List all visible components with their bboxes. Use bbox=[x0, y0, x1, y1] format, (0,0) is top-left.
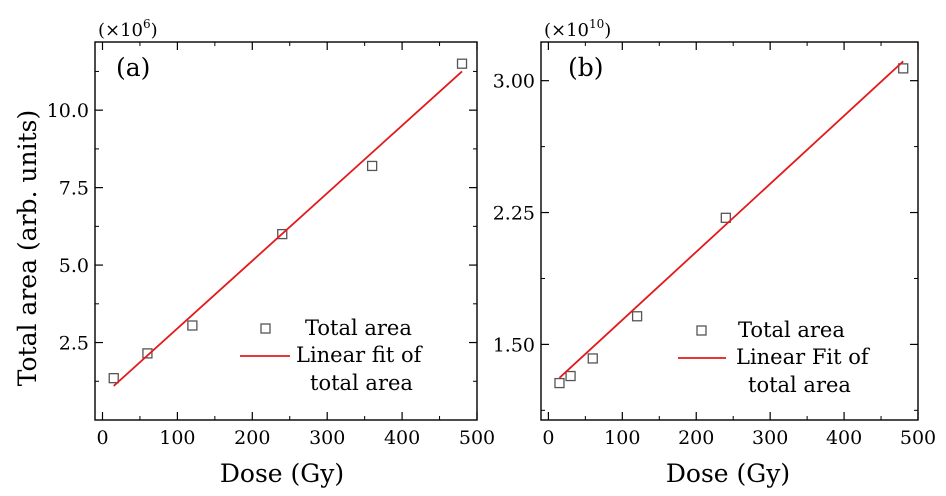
x-tick-label-a-2: 200 bbox=[234, 427, 270, 449]
x-tick-label-b-0: 0 bbox=[542, 427, 554, 449]
panel-label-a: (a) bbox=[116, 53, 150, 82]
data-point-a-5 bbox=[456, 58, 468, 69]
multiplier-close-a: ) bbox=[151, 20, 158, 41]
x-tick-label-b-3: 300 bbox=[752, 427, 788, 449]
x-tick-label-a-0: 0 bbox=[96, 427, 108, 449]
x-tick-label-a-4: 400 bbox=[384, 427, 420, 449]
y-tick-label-b-0: 1.50 bbox=[493, 334, 535, 356]
x-tick-label-b-2: 200 bbox=[678, 427, 714, 449]
x-tick-label-b-4: 400 bbox=[826, 427, 862, 449]
multiplier-base-b: (×10 bbox=[544, 20, 589, 41]
x-tick-label-a-5: 500 bbox=[459, 427, 495, 449]
data-point-a-3 bbox=[277, 228, 288, 240]
x-axis-title-b: Dose (Gy) bbox=[666, 459, 790, 488]
fit-line-a bbox=[113, 70, 463, 387]
fit-line-b bbox=[558, 60, 904, 379]
y-ticks-b: 1.50 2.25 3.00 bbox=[493, 71, 918, 411]
x-ticks-a: 0 100 200 300 400 500 bbox=[96, 42, 495, 449]
legend-label-b-1-line2: total area bbox=[748, 373, 851, 397]
data-point-b-0 bbox=[554, 377, 565, 389]
legend-a: Total area Linear fit of total area bbox=[240, 316, 424, 395]
series-a bbox=[108, 58, 468, 387]
multiplier-close-b: ) bbox=[604, 20, 611, 41]
plot-frame-b bbox=[540, 41, 919, 421]
legend-label-a-1-line1: Linear fit of bbox=[296, 343, 424, 367]
y-ticks-a: 2.5 5.0 7.5 10.0 bbox=[47, 70, 477, 382]
y-tick-label-a-3: 10.0 bbox=[47, 100, 89, 122]
data-point-b-5 bbox=[898, 63, 909, 74]
y-tick-label-a-2: 7.5 bbox=[59, 178, 89, 200]
legend-label-b-0: Total area bbox=[738, 318, 845, 342]
x-tick-label-b-1: 100 bbox=[604, 427, 640, 449]
x-ticks-b: 0 100 200 300 400 500 bbox=[542, 42, 936, 449]
y-tick-label-a-1: 5.0 bbox=[59, 255, 89, 277]
multiplier-base-a: (×10 bbox=[98, 20, 143, 41]
x-tick-label-a-3: 300 bbox=[309, 427, 345, 449]
panel-label-b: (b) bbox=[568, 53, 604, 82]
data-point-b-4 bbox=[720, 212, 731, 223]
x-axis-title-a: Dose (Gy) bbox=[220, 459, 344, 488]
data-point-a-0 bbox=[108, 373, 119, 384]
multiplier-b: (×1010) bbox=[544, 17, 611, 41]
multiplier-a: (×106) bbox=[98, 17, 158, 41]
data-point-a-4 bbox=[366, 160, 378, 172]
legend-marker-b-0 bbox=[696, 325, 707, 336]
multiplier-exp-b: 10 bbox=[589, 17, 604, 31]
legend-marker-a-0 bbox=[260, 323, 271, 334]
x-tick-label-a-1: 100 bbox=[159, 427, 195, 449]
legend-label-a-0: Total area bbox=[305, 316, 412, 340]
x-tick-label-b-5: 500 bbox=[900, 427, 936, 449]
multiplier-exp-a: 6 bbox=[143, 17, 151, 31]
y-tick-label-a-0: 2.5 bbox=[59, 333, 89, 355]
data-point-a-2 bbox=[187, 320, 198, 331]
data-point-b-2 bbox=[587, 353, 598, 364]
y-tick-label-b-1: 2.25 bbox=[493, 203, 535, 225]
y-axis-title: Total area (arb. units) bbox=[13, 110, 42, 387]
legend-b: Total area Linear Fit of total area bbox=[678, 318, 871, 397]
legend-label-a-1-line2: total area bbox=[310, 371, 413, 395]
series-b bbox=[554, 60, 909, 389]
data-point-a-1 bbox=[142, 348, 153, 359]
data-point-b-1 bbox=[565, 370, 576, 382]
plot-frame-a bbox=[94, 41, 478, 421]
panel-b: 0 100 200 300 400 500 1.50 2.25 3.00 (b) (×1010… bbox=[493, 17, 936, 488]
y-tick-label-b-2: 3.00 bbox=[493, 71, 535, 93]
legend-label-b-1-line1: Linear Fit of bbox=[736, 345, 871, 369]
panel-a: 0 100 200 300 400 500 2.5 5.0 7.5 10.0 (a) (×106… bbox=[47, 17, 495, 488]
data-point-b-3 bbox=[631, 311, 643, 322]
